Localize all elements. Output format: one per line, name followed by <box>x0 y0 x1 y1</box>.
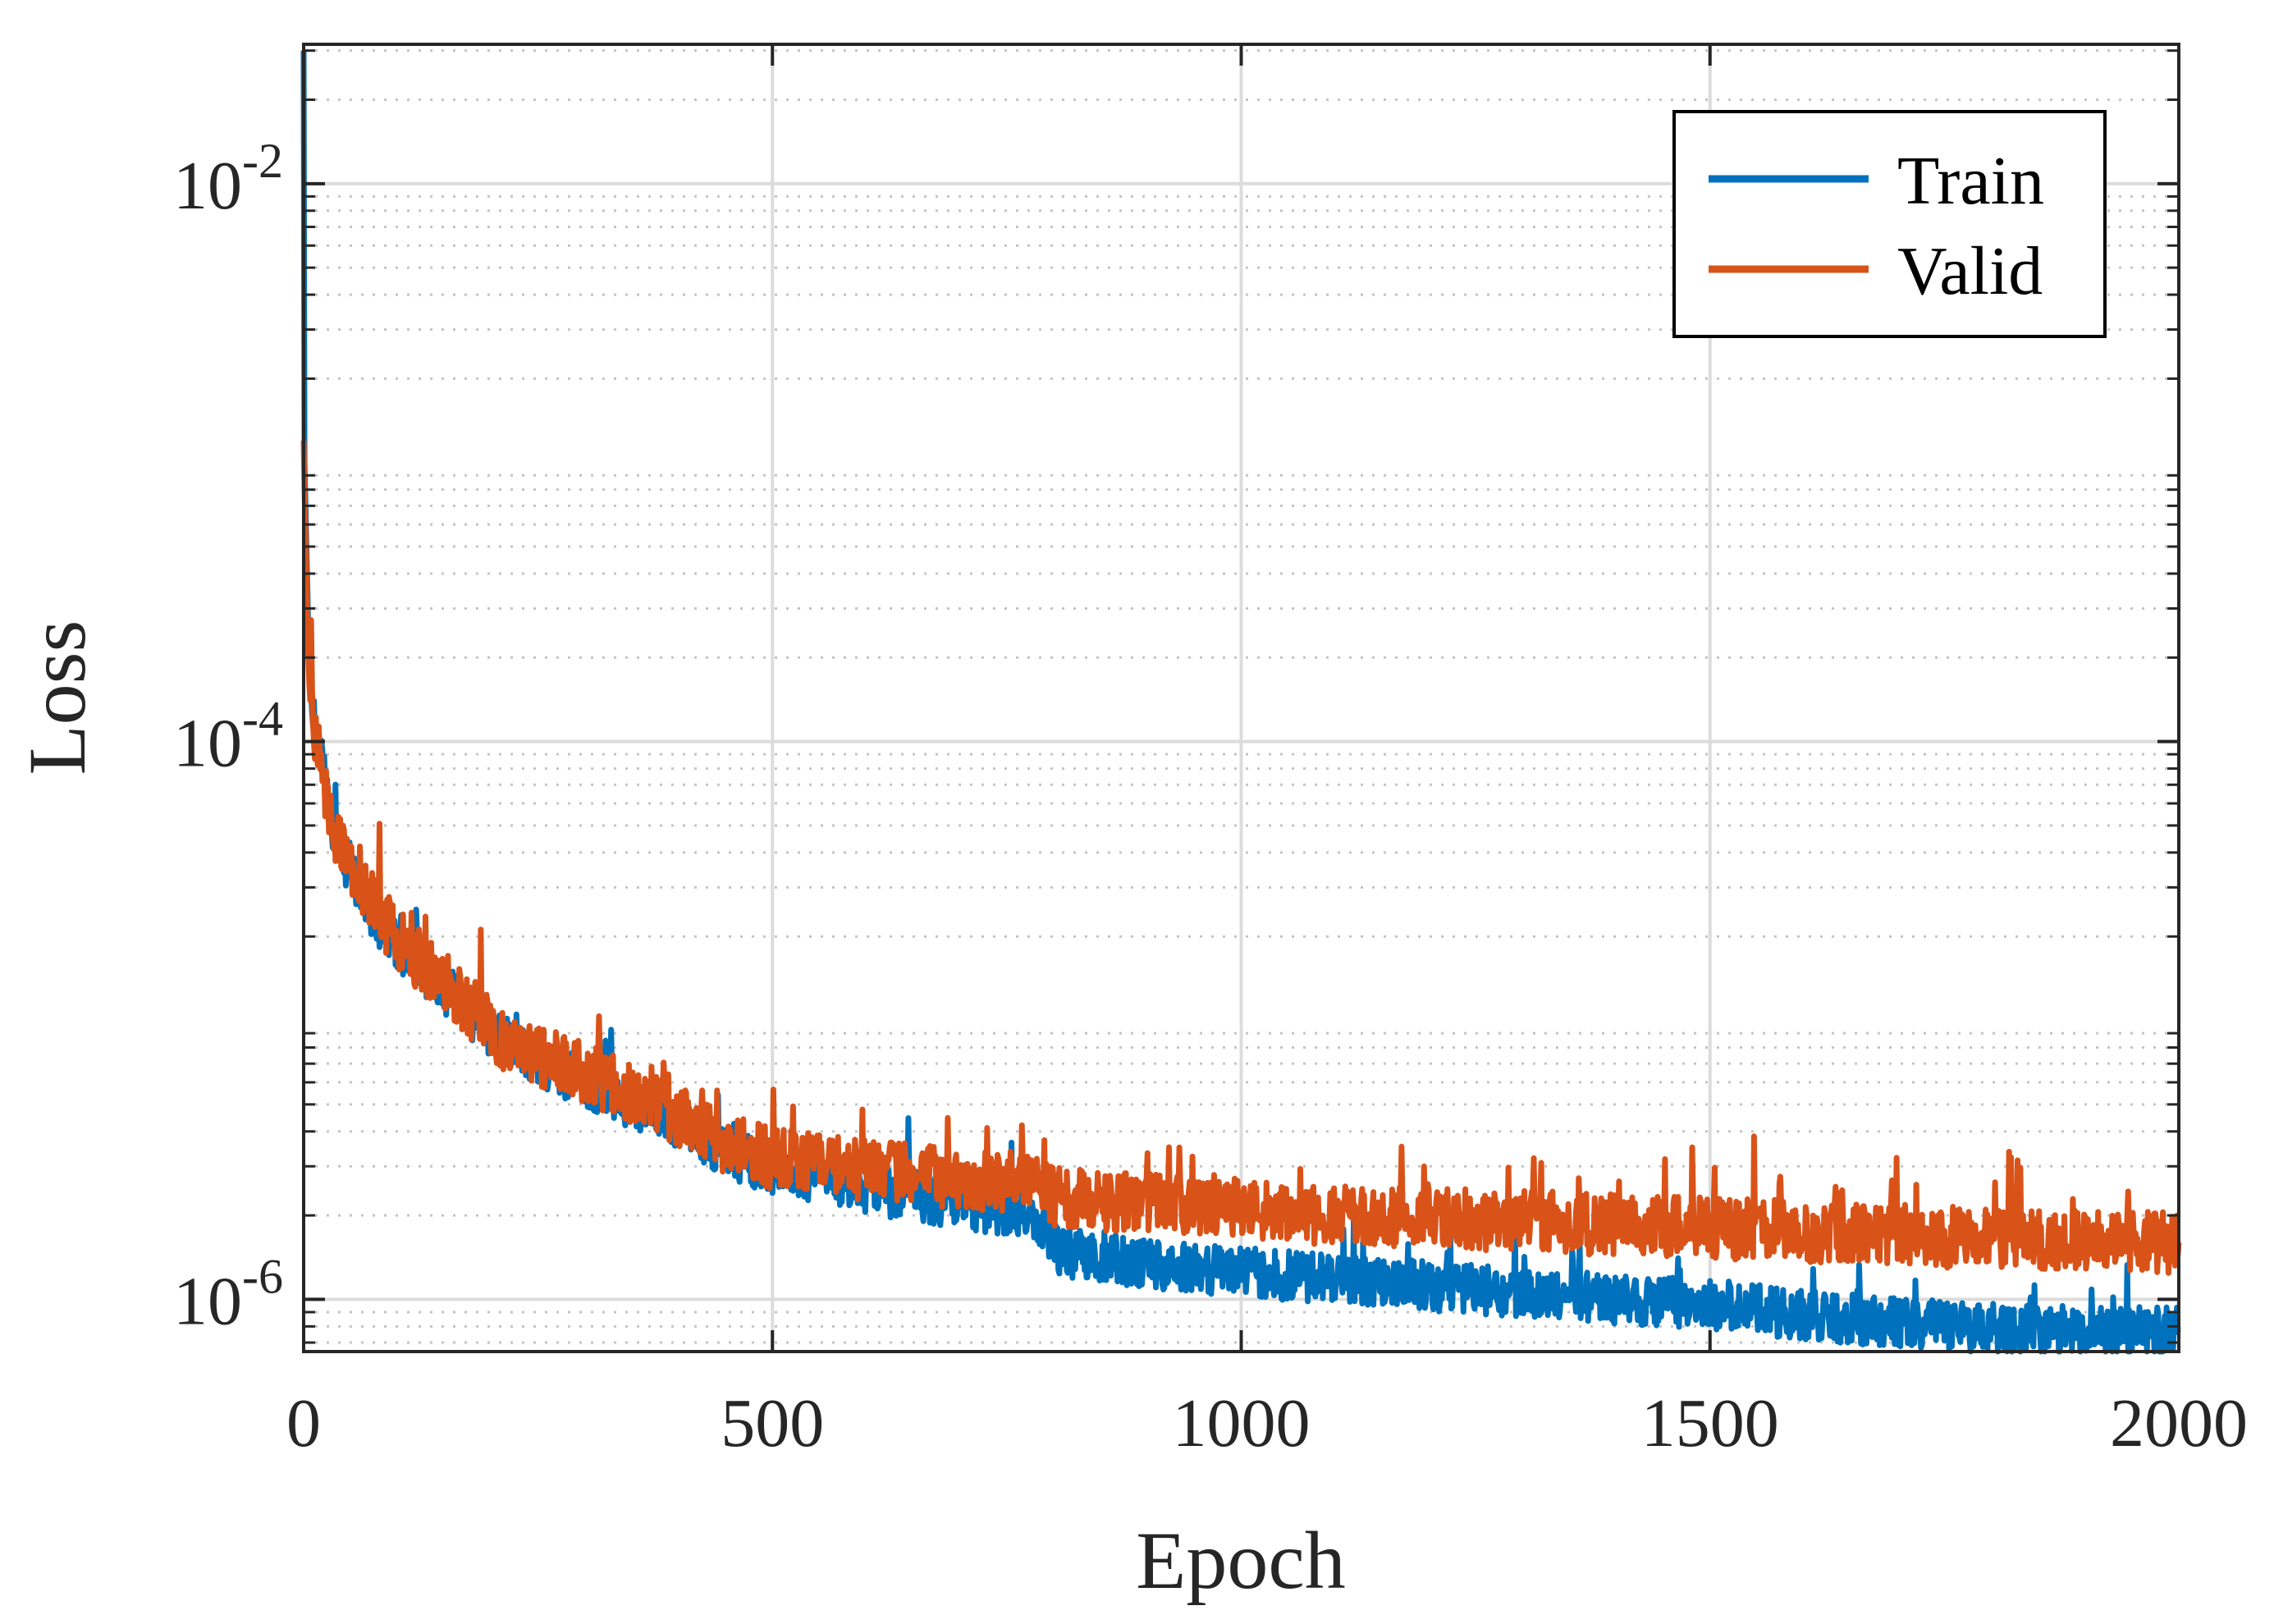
y-tick-label: 10-4 <box>173 692 283 782</box>
y-tick-label: 10-6 <box>173 1249 283 1339</box>
y-axis-label: Loss <box>11 620 103 775</box>
legend-label-valid: Valid <box>1897 233 2043 309</box>
series-layer <box>300 50 2182 1355</box>
x-tick-label: 1500 <box>1641 1385 1779 1462</box>
legend: Train Valid <box>1672 110 2107 338</box>
y-tick-label: 10-2 <box>173 134 283 224</box>
x-tick-label: 500 <box>721 1385 824 1462</box>
x-tick-label: 1000 <box>1173 1385 1311 1462</box>
x-tick-label: 0 <box>286 1385 321 1462</box>
tick-labels: 10-6 10-4 10-2 0 500 1000 1500 2000 <box>173 134 2248 1462</box>
ticks <box>302 44 2180 1352</box>
legend-box <box>1672 110 2107 338</box>
legend-label-train: Train <box>1897 143 2044 219</box>
x-tick-label: 2000 <box>2110 1385 2248 1462</box>
x-axis-label: Epoch <box>1136 1515 1345 1606</box>
series-line-valid <box>300 440 2182 1276</box>
